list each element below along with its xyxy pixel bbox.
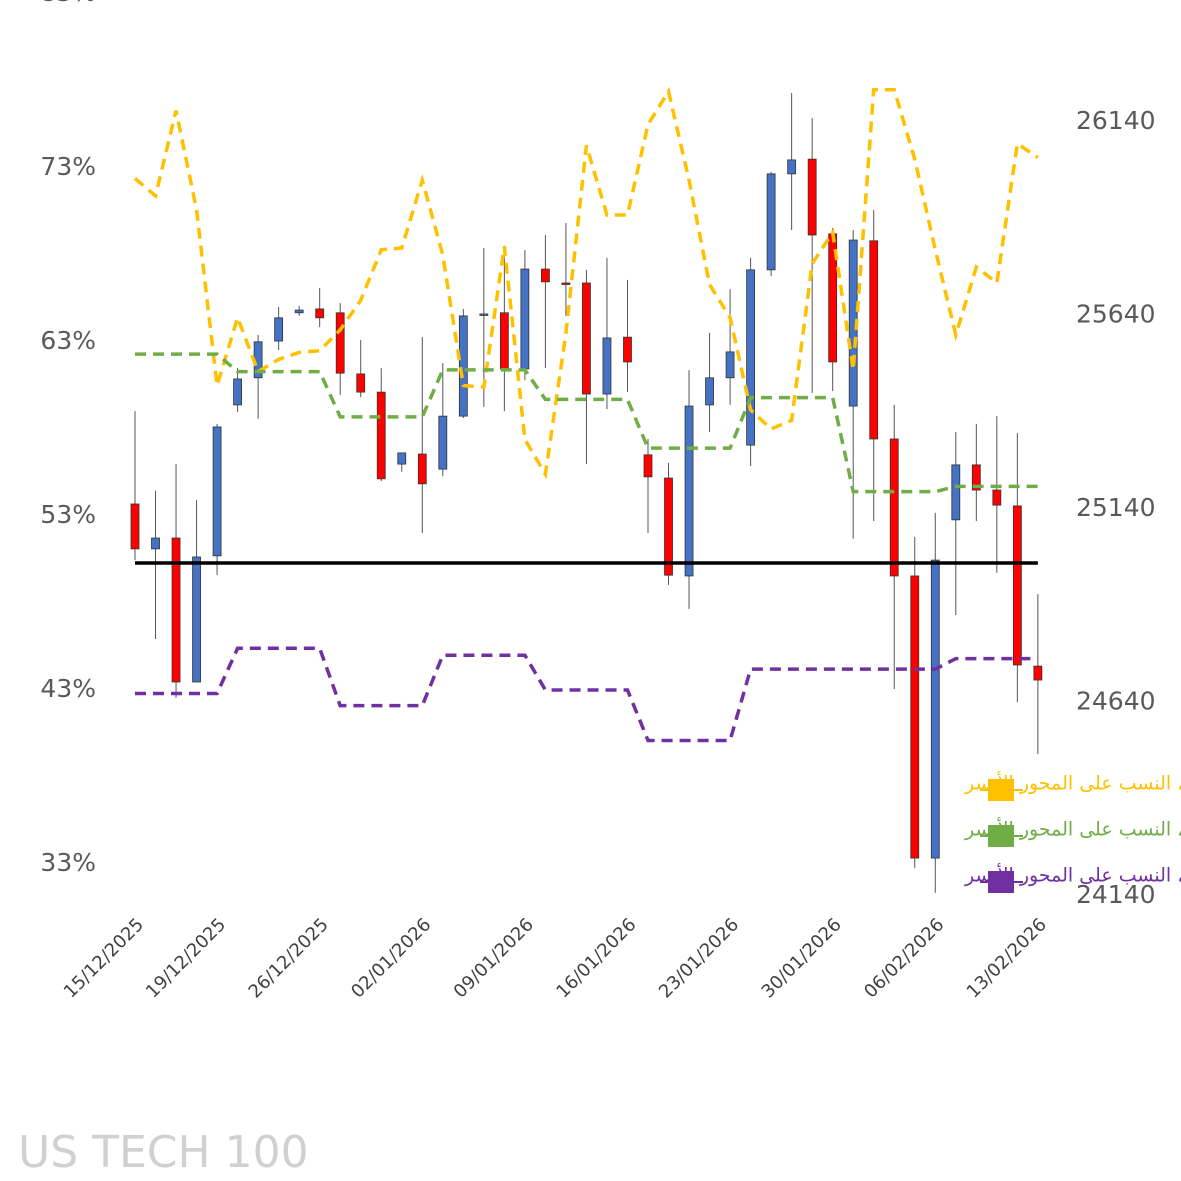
legend-swatch: [988, 779, 1014, 801]
candle-body: [438, 415, 448, 470]
candle-body: [274, 317, 284, 342]
candle-body: [541, 268, 550, 283]
series-line: [135, 646, 1038, 743]
y2-tick-label: 26140: [1076, 106, 1156, 135]
candle-body: [705, 377, 714, 406]
candle-body: [212, 426, 222, 557]
candle-body: [1012, 505, 1022, 666]
candle-body: [787, 159, 797, 175]
candle-body: [746, 269, 755, 446]
legend-label: توجه المؤسسات، نسبة الشراء، النسب على ال…: [964, 818, 1181, 841]
candle-body: [192, 556, 201, 683]
candle-body: [992, 489, 1002, 506]
candle-body: [130, 503, 140, 550]
candle-body: [684, 405, 694, 577]
legend-label: توجه عملاء، نسبة الشراء، النسب على المحو…: [964, 772, 1181, 795]
y2-tick-label: 25640: [1076, 300, 1156, 329]
candle-body: [766, 173, 776, 271]
candle-body: [376, 391, 386, 480]
candle-body: [910, 575, 920, 859]
candle-body: [520, 268, 530, 370]
candle-body: [623, 336, 632, 363]
candle-body: [602, 337, 612, 395]
y-tick-label: 43%: [40, 674, 96, 703]
candle-body: [397, 452, 407, 465]
candle-body: [951, 464, 961, 521]
candle-body: [561, 282, 571, 285]
candle-body: [151, 537, 160, 550]
y-tick-label: 83%: [40, 0, 96, 7]
y-tick-label: 53%: [40, 500, 96, 529]
candle-body: [582, 282, 591, 395]
candle-body: [499, 312, 509, 370]
watermark: US TECH 100: [18, 1127, 309, 1178]
candle-body: [1033, 665, 1043, 681]
series-line: [135, 352, 1038, 494]
candle-body: [294, 309, 304, 314]
candle-body: [643, 454, 653, 478]
candle-body: [335, 312, 345, 374]
y-tick-label: 73%: [40, 152, 96, 181]
candle-body: [356, 373, 366, 393]
candle-body: [171, 537, 181, 683]
candle-body: [807, 158, 817, 236]
candle-body: [479, 313, 489, 316]
candle-body: [930, 559, 940, 859]
y-tick-label: 33%: [40, 848, 96, 877]
legend-swatch: [988, 825, 1014, 847]
candle-body: [315, 308, 325, 319]
candle-body: [869, 240, 879, 440]
legend-label: توجه صناديق الرفع المالي، نسبة الشراء، ا…: [964, 864, 1181, 887]
candle-body: [889, 438, 899, 577]
candle-body: [725, 351, 735, 379]
y2-tick-label: 24640: [1076, 687, 1156, 716]
candle-body: [664, 477, 673, 576]
y2-tick-label: 25140: [1076, 493, 1156, 522]
y-tick-label: 63%: [40, 326, 96, 355]
legend-swatch: [988, 871, 1014, 893]
y2-tick-label: 24140: [1076, 880, 1156, 909]
series-line: [133, 86, 1039, 480]
candle-body: [971, 464, 981, 491]
candle-body: [417, 453, 427, 485]
candle-body: [233, 378, 243, 406]
candle-body: [458, 315, 468, 417]
